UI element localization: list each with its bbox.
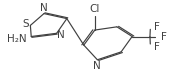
Text: F: F: [154, 22, 160, 32]
Text: N: N: [94, 61, 101, 71]
Text: H₂N: H₂N: [7, 34, 27, 44]
Text: F: F: [161, 32, 167, 41]
Text: Cl: Cl: [90, 4, 100, 14]
Text: N: N: [40, 3, 48, 13]
Text: F: F: [154, 42, 160, 52]
Text: N: N: [57, 30, 65, 40]
Text: S: S: [22, 19, 29, 29]
